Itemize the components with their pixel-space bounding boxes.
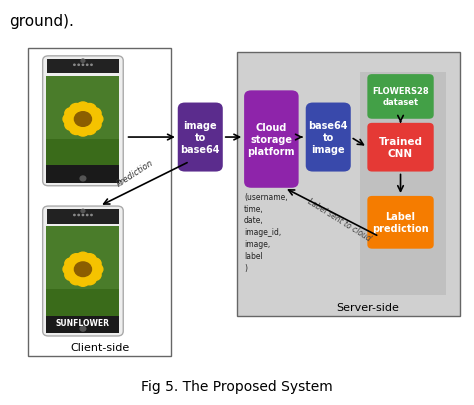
Circle shape [83, 104, 96, 115]
FancyBboxPatch shape [178, 103, 223, 172]
Text: ground).: ground). [9, 14, 74, 29]
Circle shape [70, 124, 83, 135]
FancyBboxPatch shape [306, 103, 351, 172]
Bar [46, 166, 119, 183]
Text: Server-side: Server-side [336, 302, 399, 312]
Circle shape [91, 215, 92, 216]
Bar [46, 139, 119, 166]
FancyBboxPatch shape [367, 196, 434, 249]
Circle shape [76, 275, 90, 287]
Circle shape [76, 126, 90, 137]
Circle shape [88, 109, 101, 120]
Text: Client-side: Client-side [70, 342, 129, 352]
Circle shape [63, 114, 76, 126]
Bar [237, 53, 460, 316]
FancyBboxPatch shape [43, 57, 123, 186]
Text: Prediction: Prediction [115, 158, 155, 188]
FancyBboxPatch shape [367, 75, 434, 119]
Circle shape [90, 264, 103, 275]
Circle shape [88, 120, 101, 131]
Circle shape [88, 258, 101, 270]
Circle shape [63, 264, 76, 275]
Circle shape [74, 262, 91, 277]
FancyBboxPatch shape [367, 124, 434, 172]
Circle shape [65, 109, 78, 120]
Text: Trained
CNN: Trained CNN [379, 136, 422, 159]
Circle shape [74, 65, 75, 66]
Circle shape [65, 120, 78, 131]
Circle shape [83, 124, 96, 135]
Bar [46, 227, 119, 316]
Bar [46, 77, 119, 166]
Text: image
to
base64: image to base64 [181, 120, 220, 155]
Text: Cloud
storage
platform: Cloud storage platform [247, 122, 295, 157]
Bar [28, 49, 171, 356]
Text: SUNFLOWER: SUNFLOWER [56, 319, 110, 328]
Circle shape [82, 215, 83, 216]
Circle shape [74, 215, 75, 216]
Circle shape [70, 274, 83, 285]
Bar [360, 73, 446, 296]
Circle shape [78, 65, 79, 66]
FancyBboxPatch shape [244, 91, 299, 188]
Text: Label sent to cloud: Label sent to cloud [306, 196, 372, 243]
Circle shape [81, 210, 85, 213]
Text: (username,
time,
date,
image_id,
image,
label
): (username, time, date, image_id, image, … [244, 192, 288, 272]
FancyBboxPatch shape [43, 207, 123, 336]
Bar [47, 60, 118, 74]
Circle shape [82, 65, 83, 66]
Circle shape [91, 65, 92, 66]
Circle shape [76, 253, 90, 264]
Text: FLOWERS28
dataset: FLOWERS28 dataset [372, 87, 429, 107]
Text: base64
to
image: base64 to image [309, 120, 348, 155]
Circle shape [81, 60, 85, 63]
Circle shape [80, 177, 86, 181]
Circle shape [70, 254, 83, 265]
Circle shape [74, 113, 91, 127]
Bar [46, 289, 119, 316]
Text: Label
prediction: Label prediction [372, 211, 429, 234]
Circle shape [83, 274, 96, 285]
Circle shape [78, 215, 79, 216]
Circle shape [86, 65, 88, 66]
Bar [46, 316, 119, 333]
Circle shape [88, 270, 101, 281]
Circle shape [65, 258, 78, 270]
Circle shape [90, 114, 103, 126]
Text: Fig 5. The Proposed System: Fig 5. The Proposed System [141, 379, 333, 393]
Circle shape [65, 270, 78, 281]
Circle shape [83, 254, 96, 265]
Circle shape [70, 104, 83, 115]
Circle shape [86, 215, 88, 216]
Circle shape [76, 103, 90, 114]
Circle shape [80, 326, 86, 331]
Bar [47, 210, 118, 224]
